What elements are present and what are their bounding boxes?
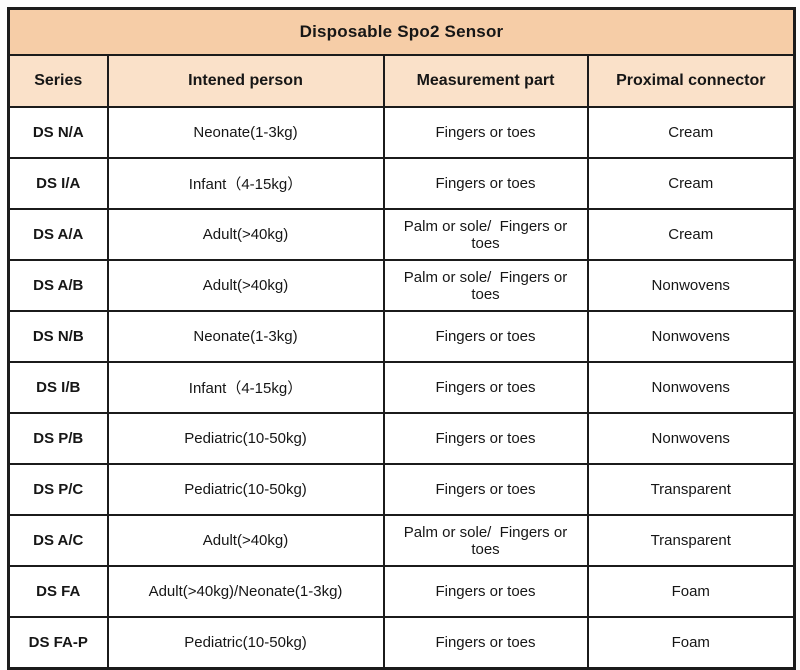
cell-proximal-connector: Nonwovens <box>586 259 796 312</box>
cell-series: DS I/A <box>7 157 109 210</box>
cell-proximal-connector: Nonwovens <box>586 361 796 414</box>
cell-proximal-connector: Foam <box>586 565 796 618</box>
cell-intended-person: Infant（4-15kg） <box>106 157 385 210</box>
table-row: DS FA-P Pediatric(10-50kg) Fingers or to… <box>7 616 796 670</box>
cell-proximal-connector: Transparent <box>586 514 796 567</box>
cell-series: DS I/B <box>7 361 109 414</box>
cell-measurement-part: Palm or sole/ Fingers or toes <box>382 514 589 567</box>
cell-proximal-connector: Foam <box>586 616 796 670</box>
cell-measurement-part: Palm or sole/ Fingers or toes <box>382 208 589 261</box>
spo2-sensor-table: Disposable Spo2 Sensor Series Intened pe… <box>7 7 796 670</box>
cell-intended-person: Pediatric(10-50kg) <box>106 616 385 670</box>
cell-measurement-part: Fingers or toes <box>382 565 589 618</box>
cell-series: DS FA-P <box>7 616 109 670</box>
cell-measurement-part: Fingers or toes <box>382 361 589 414</box>
cell-intended-person: Adult(>40kg) <box>106 514 385 567</box>
cell-measurement-part: Fingers or toes <box>382 412 589 465</box>
cell-series: DS A/C <box>7 514 109 567</box>
table-row: DS N/A Neonate(1-3kg) Fingers or toes Cr… <box>7 106 796 159</box>
cell-measurement-part: Fingers or toes <box>382 616 589 670</box>
cell-intended-person: Adult(>40kg) <box>106 208 385 261</box>
table-row: DS I/A Infant（4-15kg） Fingers or toes Cr… <box>7 157 796 210</box>
cell-series: DS A/A <box>7 208 109 261</box>
cell-series: DS P/C <box>7 463 109 516</box>
cell-series: DS P/B <box>7 412 109 465</box>
cell-series: DS N/A <box>7 106 109 159</box>
table-row: DS I/B Infant（4-15kg） Fingers or toes No… <box>7 361 796 414</box>
cell-measurement-part: Fingers or toes <box>382 310 589 363</box>
cell-measurement-part: Fingers or toes <box>382 463 589 516</box>
cell-series: DS N/B <box>7 310 109 363</box>
table-row: DS FA Adult(>40kg)/Neonate(1-3kg) Finger… <box>7 565 796 618</box>
cell-series: DS FA <box>7 565 109 618</box>
cell-proximal-connector: Cream <box>586 208 796 261</box>
table-row: DS N/B Neonate(1-3kg) Fingers or toes No… <box>7 310 796 363</box>
col-header-measurement-part: Measurement part <box>382 54 589 108</box>
cell-measurement-part: Palm or sole/ Fingers or toes <box>382 259 589 312</box>
cell-intended-person: Pediatric(10-50kg) <box>106 412 385 465</box>
cell-proximal-connector: Nonwovens <box>586 412 796 465</box>
cell-proximal-connector: Cream <box>586 106 796 159</box>
cell-measurement-part: Fingers or toes <box>382 106 589 159</box>
table-row: DS A/B Adult(>40kg) Palm or sole/ Finger… <box>7 259 796 312</box>
cell-intended-person: Infant（4-15kg） <box>106 361 385 414</box>
cell-intended-person: Neonate(1-3kg) <box>106 310 385 363</box>
cell-measurement-part: Fingers or toes <box>382 157 589 210</box>
table-row: DS P/B Pediatric(10-50kg) Fingers or toe… <box>7 412 796 465</box>
cell-proximal-connector: Transparent <box>586 463 796 516</box>
cell-intended-person: Adult(>40kg) <box>106 259 385 312</box>
cell-series: DS A/B <box>7 259 109 312</box>
col-header-proximal-connector: Proximal connector <box>586 54 796 108</box>
cell-intended-person: Adult(>40kg)/Neonate(1-3kg) <box>106 565 385 618</box>
col-header-series: Series <box>7 54 109 108</box>
table-header-row: Series Intened person Measurement part P… <box>7 54 796 108</box>
cell-intended-person: Neonate(1-3kg) <box>106 106 385 159</box>
cell-intended-person: Pediatric(10-50kg) <box>106 463 385 516</box>
cell-proximal-connector: Cream <box>586 157 796 210</box>
table-row: DS P/C Pediatric(10-50kg) Fingers or toe… <box>7 463 796 516</box>
cell-proximal-connector: Nonwovens <box>586 310 796 363</box>
col-header-intended-person: Intened person <box>106 54 385 108</box>
table-title: Disposable Spo2 Sensor <box>7 7 796 56</box>
table-title-row: Disposable Spo2 Sensor <box>7 7 796 56</box>
table-row: DS A/C Adult(>40kg) Palm or sole/ Finger… <box>7 514 796 567</box>
table-row: DS A/A Adult(>40kg) Palm or sole/ Finger… <box>7 208 796 261</box>
